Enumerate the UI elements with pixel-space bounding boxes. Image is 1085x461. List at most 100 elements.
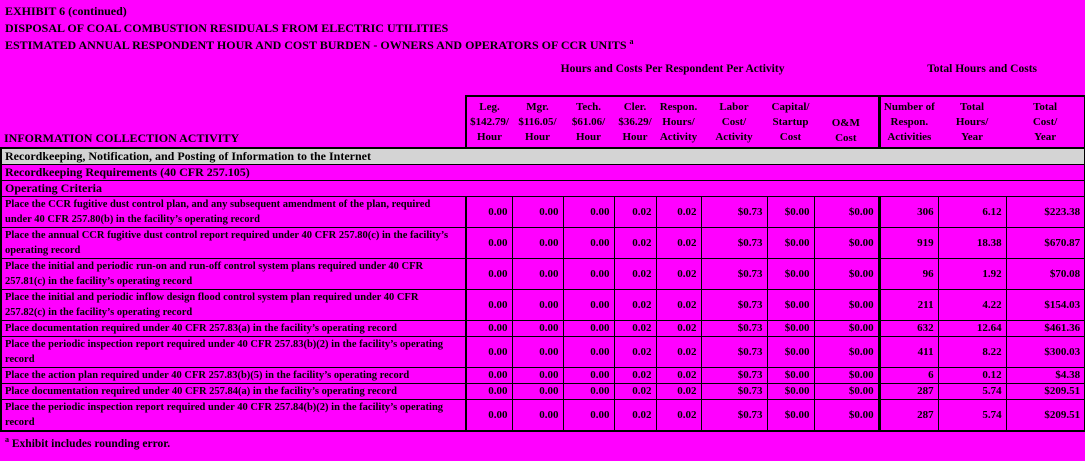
value-cell-labor-cost: $0.73 bbox=[700, 195, 768, 228]
footnote-text: Exhibit includes rounding error. bbox=[9, 437, 171, 450]
document-subtitle: ESTIMATED ANNUAL RESPONDENT HOUR AND COS… bbox=[5, 37, 1085, 54]
value-cell-respon-hours: 0.02 bbox=[655, 335, 702, 368]
value-cell-tech: 0.00 bbox=[562, 195, 615, 228]
value-cell-leg: 0.00 bbox=[465, 398, 513, 432]
group-header-row: Hours and Costs Per Respondent Per Activ… bbox=[1, 54, 1085, 96]
value-cell-total-cost: $154.03 bbox=[1005, 288, 1085, 321]
value-cell-number-respon: 919 bbox=[877, 226, 939, 259]
value-cell-om-cost: $0.00 bbox=[813, 366, 880, 384]
column-header-row: INFORMATION COLLECTION ACTIVITY Leg. $14… bbox=[1, 95, 1085, 148]
value-cell-leg: 0.00 bbox=[465, 382, 513, 400]
value-cell-mgr: 0.00 bbox=[511, 319, 564, 337]
value-cell-tech: 0.00 bbox=[562, 319, 615, 337]
value-cell-capital-startup: $0.00 bbox=[766, 319, 815, 337]
activity-cell: Place the periodic inspection report req… bbox=[0, 398, 467, 432]
value-cell-mgr: 0.00 bbox=[511, 226, 564, 259]
value-cell-leg: 0.00 bbox=[465, 319, 513, 337]
value-cell-respon-hours: 0.02 bbox=[655, 319, 702, 337]
value-cell-total-hours: 12.64 bbox=[937, 319, 1007, 337]
value-cell-tech: 0.00 bbox=[562, 226, 615, 259]
column-header-tech: Tech. $61.06/ Hour bbox=[563, 95, 614, 148]
value-cell-respon-hours: 0.02 bbox=[655, 257, 702, 290]
value-cell-cler: 0.02 bbox=[613, 398, 657, 432]
column-header-total-hours: Total Hours/ Year bbox=[938, 95, 1007, 148]
title-block: EXHIBIT 6 (continued) DISPOSAL OF COAL C… bbox=[0, 0, 1085, 54]
burden-table: Hours and Costs Per Respondent Per Activ… bbox=[0, 54, 1085, 432]
value-cell-om-cost: $0.00 bbox=[813, 398, 880, 432]
group-header-totals: Total Hours and Costs bbox=[927, 63, 1037, 75]
value-cell-mgr: 0.00 bbox=[511, 195, 564, 228]
value-cell-mgr: 0.00 bbox=[511, 335, 564, 368]
value-cell-leg: 0.00 bbox=[465, 195, 513, 228]
value-cell-labor-cost: $0.73 bbox=[700, 382, 768, 400]
exhibit-title: EXHIBIT 6 (continued) bbox=[5, 4, 127, 18]
value-cell-labor-cost: $0.73 bbox=[700, 366, 768, 384]
value-cell-labor-cost: $0.73 bbox=[700, 319, 768, 337]
value-cell-respon-hours: 0.02 bbox=[655, 398, 702, 432]
value-cell-om-cost: $0.00 bbox=[813, 335, 880, 368]
column-header-respon-hours: Respon. Hours/ Activity bbox=[656, 95, 701, 148]
column-header-mgr: Mgr. $116.05/ Hour bbox=[512, 95, 563, 148]
value-cell-leg: 0.00 bbox=[465, 257, 513, 290]
value-cell-tech: 0.00 bbox=[562, 335, 615, 368]
value-cell-tech: 0.00 bbox=[562, 398, 615, 432]
column-header-leg: Leg. $142.79/ Hour bbox=[465, 95, 512, 148]
value-cell-respon-hours: 0.02 bbox=[655, 226, 702, 259]
document-title: DISPOSAL OF COAL COMBUSTION RESIDUALS FR… bbox=[5, 21, 449, 35]
title-footnote-marker: a bbox=[629, 37, 634, 46]
value-cell-cler: 0.02 bbox=[613, 382, 657, 400]
value-cell-total-hours: 18.38 bbox=[937, 226, 1007, 259]
section-row-operating-criteria: Operating Criteria bbox=[0, 179, 1085, 197]
footnote: a Exhibit includes rounding error. bbox=[0, 432, 1085, 450]
value-cell-cler: 0.02 bbox=[613, 226, 657, 259]
table-row: Place the initial and periodic run-on an… bbox=[0, 257, 1085, 290]
value-cell-om-cost: $0.00 bbox=[813, 226, 880, 259]
value-cell-tech: 0.00 bbox=[562, 382, 615, 400]
value-cell-mgr: 0.00 bbox=[511, 398, 564, 432]
table-row: Place documentation required under 40 CF… bbox=[0, 382, 1085, 400]
value-cell-total-hours: 8.22 bbox=[937, 335, 1007, 368]
value-cell-mgr: 0.00 bbox=[511, 257, 564, 290]
section-row-recordkeeping-notification: Recordkeeping, Notification, and Posting… bbox=[0, 147, 1085, 165]
value-cell-leg: 0.00 bbox=[465, 366, 513, 384]
value-cell-number-respon: 287 bbox=[877, 382, 939, 400]
table-row: Place documentation required under 40 CF… bbox=[0, 319, 1085, 337]
value-cell-total-cost: $209.51 bbox=[1005, 382, 1085, 400]
column-header-total-cost: Total Cost/ Year bbox=[1006, 95, 1085, 148]
column-header-cler: Cler. $36.29/ Hour bbox=[614, 95, 656, 148]
value-cell-total-cost: $670.87 bbox=[1005, 226, 1085, 259]
activity-cell: Place the initial and periodic inflow de… bbox=[0, 288, 467, 321]
value-cell-leg: 0.00 bbox=[465, 226, 513, 259]
value-cell-number-respon: 306 bbox=[877, 195, 939, 228]
footnote-marker: a bbox=[5, 434, 9, 444]
value-cell-leg: 0.00 bbox=[465, 335, 513, 368]
value-cell-capital-startup: $0.00 bbox=[766, 366, 815, 384]
value-cell-labor-cost: $0.73 bbox=[700, 398, 768, 432]
value-cell-capital-startup: $0.00 bbox=[766, 398, 815, 432]
value-cell-total-cost: $461.36 bbox=[1005, 319, 1085, 337]
column-header-capital-startup: Capital/ Startup Cost bbox=[767, 95, 814, 148]
value-cell-leg: 0.00 bbox=[465, 288, 513, 321]
value-cell-labor-cost: $0.73 bbox=[700, 335, 768, 368]
value-cell-total-cost: $4.38 bbox=[1005, 366, 1085, 384]
value-cell-cler: 0.02 bbox=[613, 335, 657, 368]
value-cell-total-hours: 1.92 bbox=[937, 257, 1007, 290]
value-cell-mgr: 0.00 bbox=[511, 366, 564, 384]
table-body: Place the CCR fugitive dust control plan… bbox=[0, 195, 1085, 432]
value-cell-capital-startup: $0.00 bbox=[766, 335, 815, 368]
value-cell-mgr: 0.00 bbox=[511, 382, 564, 400]
table-row: Place the periodic inspection report req… bbox=[0, 398, 1085, 432]
value-cell-capital-startup: $0.00 bbox=[766, 257, 815, 290]
value-cell-total-hours: 0.12 bbox=[937, 366, 1007, 384]
activity-column-header: INFORMATION COLLECTION ACTIVITY bbox=[4, 131, 240, 145]
value-cell-mgr: 0.00 bbox=[511, 288, 564, 321]
section-row-recordkeeping-requirements: Recordkeeping Requirements (40 CFR 257.1… bbox=[0, 163, 1085, 181]
table-row: Place the CCR fugitive dust control plan… bbox=[0, 195, 1085, 228]
value-cell-labor-cost: $0.73 bbox=[700, 226, 768, 259]
group-header-per-respondent: Hours and Costs Per Respondent Per Activ… bbox=[560, 63, 785, 75]
activity-cell: Place the CCR fugitive dust control plan… bbox=[0, 195, 467, 228]
column-header-om-cost: O&M Cost bbox=[814, 95, 880, 148]
activity-cell: Place the periodic inspection report req… bbox=[0, 335, 467, 368]
value-cell-respon-hours: 0.02 bbox=[655, 288, 702, 321]
